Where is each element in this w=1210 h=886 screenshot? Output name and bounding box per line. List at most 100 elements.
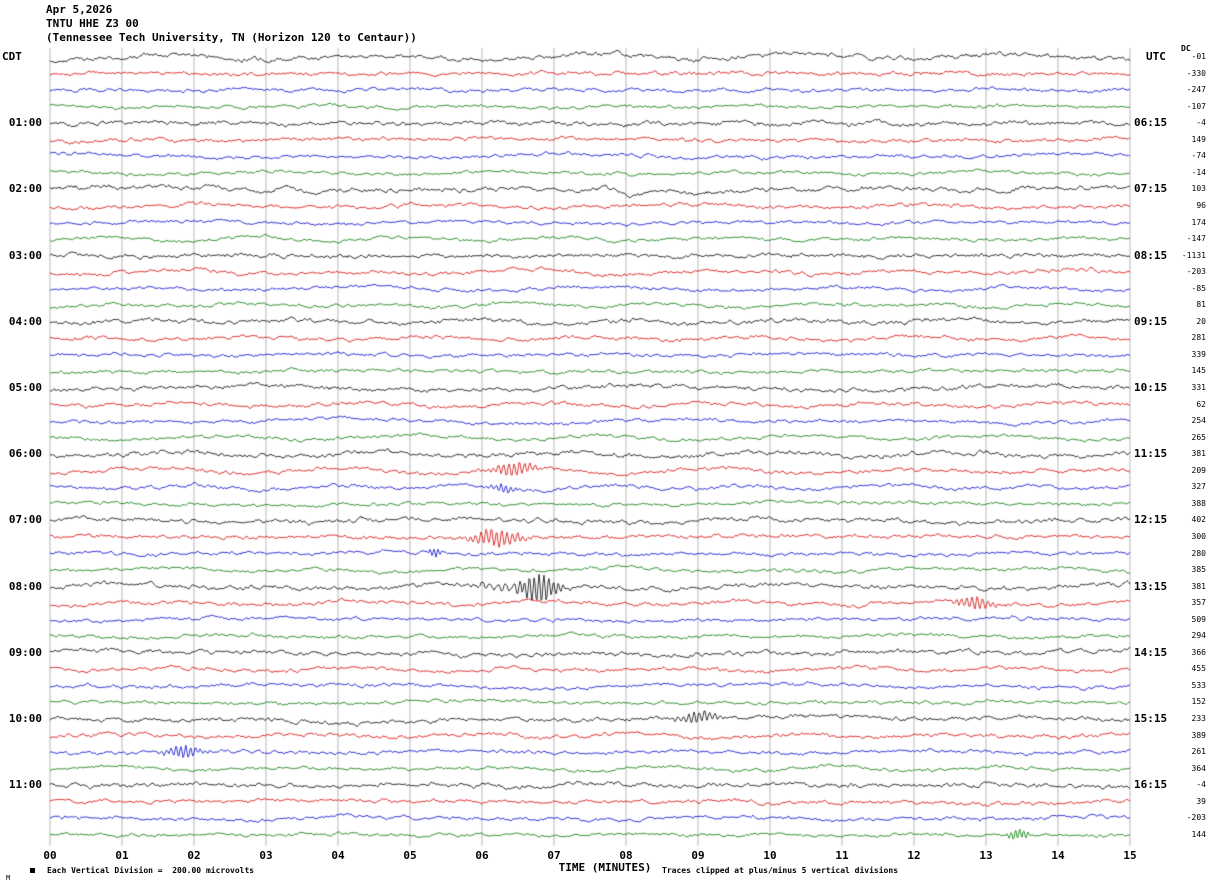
dc-value: 96	[1196, 200, 1206, 210]
dc-value: 509	[1191, 614, 1206, 624]
x-tick-label: 10	[763, 849, 777, 862]
dc-value: 389	[1191, 730, 1206, 740]
left-time-label: 05:00	[8, 381, 42, 394]
x-tick-label: 01	[115, 849, 129, 862]
dc-value: -330	[1186, 68, 1206, 78]
x-tick-label: 07	[547, 849, 561, 862]
dc-value: 233	[1191, 714, 1206, 723]
scale-marker-icon	[30, 868, 35, 873]
clipping-footnote: Traces clipped at plus/minus 5 vertical …	[662, 866, 899, 875]
left-time-label: 04:00	[8, 314, 42, 328]
dc-column-header: DC	[1181, 44, 1191, 53]
x-tick-label: 11	[835, 849, 849, 862]
dc-value: -74	[1191, 151, 1206, 161]
dc-value: 145	[1191, 366, 1206, 376]
x-tick-label: 14	[1051, 849, 1065, 862]
dc-value: 103	[1191, 184, 1206, 194]
dc-value: 455	[1191, 664, 1206, 674]
dc-value: 174	[1191, 217, 1206, 227]
dc-value: 209	[1191, 465, 1206, 475]
dc-value: -4	[1196, 780, 1206, 790]
right-axis-title: UTC	[1146, 50, 1166, 63]
right-time-label: 09:15	[1134, 314, 1168, 328]
dc-value: -107	[1186, 101, 1206, 111]
dc-value: -1131	[1181, 250, 1206, 260]
left-time-label: 01:00	[8, 116, 42, 130]
dc-value: -14	[1191, 167, 1206, 177]
dc-value: 280	[1191, 548, 1206, 558]
dc-value: 300	[1191, 531, 1206, 541]
dc-value: -203	[1186, 267, 1206, 277]
x-tick-label: 15	[1123, 849, 1137, 862]
date-label: Apr 5,2026	[46, 3, 113, 16]
right-time-label: 16:15	[1134, 778, 1168, 792]
dc-value: -85	[1191, 283, 1206, 293]
corner-mark: M	[6, 874, 11, 882]
x-tick-label: 12	[907, 849, 921, 862]
x-tick-label: 09	[691, 849, 705, 862]
station-description: (Tennessee Tech University, TN (Horizon …	[46, 31, 417, 44]
dc-value: 62	[1196, 399, 1206, 409]
dc-value: 381	[1191, 581, 1206, 591]
dc-value: 39	[1196, 796, 1206, 806]
dc-value: 331	[1191, 383, 1206, 392]
dc-value: 381	[1191, 449, 1206, 459]
dc-value: 366	[1191, 647, 1206, 657]
dc-value: 327	[1191, 482, 1206, 492]
dc-value: -147	[1186, 234, 1206, 244]
x-tick-label: 06	[475, 849, 489, 862]
right-time-label: 13:15	[1134, 579, 1168, 593]
x-tick-label: 04	[331, 849, 345, 862]
x-tick-label: 00	[43, 849, 57, 862]
dc-value: 385	[1191, 565, 1206, 575]
left-time-label: 03:00	[8, 248, 42, 262]
x-tick-label: 13	[979, 849, 993, 862]
right-time-label: 10:15	[1134, 381, 1168, 394]
dc-value: 364	[1191, 763, 1206, 773]
left-time-label: 09:00	[8, 645, 42, 659]
dc-value: 357	[1191, 598, 1206, 608]
dc-value: 149	[1191, 134, 1206, 144]
right-time-label: 11:15	[1134, 447, 1168, 461]
dc-value: 339	[1191, 349, 1206, 359]
left-axis-title: CDT	[2, 50, 22, 63]
x-tick-label: 02	[187, 849, 201, 862]
dc-value: 144	[1191, 829, 1206, 839]
dc-value: 402	[1191, 515, 1206, 525]
dc-value: 281	[1191, 333, 1206, 343]
left-time-label: 08:00	[8, 579, 42, 593]
right-time-label: 06:15	[1134, 116, 1168, 130]
dc-value: 533	[1191, 680, 1206, 690]
dc-value: 261	[1191, 747, 1206, 757]
x-axis-label: TIME (MINUTES)	[558, 861, 652, 874]
x-tick-label: 08	[619, 849, 633, 862]
dc-value: -247	[1186, 85, 1206, 95]
x-tick-label: 05	[403, 849, 417, 862]
dc-value: 20	[1196, 316, 1206, 326]
left-time-label: 11:00	[8, 778, 42, 792]
dc-value: 265	[1191, 432, 1206, 442]
dc-value: -203	[1186, 813, 1206, 823]
dc-value: 152	[1191, 697, 1206, 707]
dc-value: -01	[1191, 52, 1206, 61]
dc-value: 294	[1191, 631, 1206, 641]
dc-value: -4	[1196, 118, 1206, 128]
left-time-label: 02:00	[8, 182, 42, 196]
dc-value: 254	[1191, 416, 1206, 426]
scale-footnote-text: Each Vertical Division = 200.00 microvol…	[47, 866, 255, 875]
station-label: TNTU HHE Z3 00	[46, 17, 139, 30]
dc-value: 81	[1196, 300, 1206, 310]
dc-value: 388	[1191, 498, 1206, 508]
left-time-label: 10:00	[8, 712, 42, 725]
right-time-label: 12:15	[1134, 513, 1168, 527]
left-time-label: 07:00	[8, 513, 42, 527]
scale-footnote: Each Vertical Division = 200.00 microvol…	[30, 866, 254, 875]
left-time-label: 06:00	[8, 447, 42, 461]
right-time-label: 08:15	[1134, 248, 1168, 262]
right-time-label: 15:15	[1134, 712, 1168, 725]
right-time-label: 14:15	[1134, 645, 1168, 659]
x-tick-label: 03	[259, 849, 273, 862]
right-time-label: 07:15	[1134, 182, 1168, 196]
